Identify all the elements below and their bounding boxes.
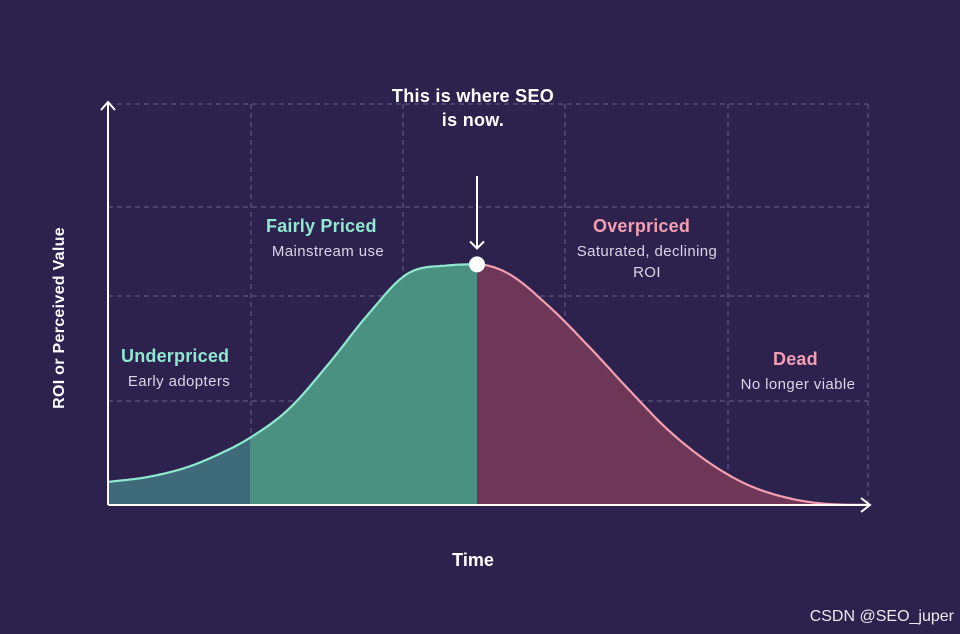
axes bbox=[100, 100, 872, 513]
x-axis-arrow bbox=[860, 497, 872, 513]
down-arrow-head bbox=[469, 240, 485, 250]
phase-area bbox=[728, 474, 868, 505]
rising-curve bbox=[107, 263, 477, 483]
phase-area bbox=[108, 437, 250, 505]
seo-callout: This is where SEO is now. bbox=[372, 84, 574, 132]
underpriced-title: Underpriced bbox=[121, 346, 230, 366]
peak-marker bbox=[469, 176, 485, 273]
peak-dot bbox=[469, 256, 485, 273]
phase-areas bbox=[108, 264, 868, 505]
phase-area bbox=[477, 264, 728, 505]
dead-title: Dead bbox=[773, 349, 818, 369]
underpriced-subtitle: Early adopters bbox=[127, 373, 231, 390]
watermark: CSDN @SEO_juper bbox=[809, 608, 954, 625]
falling-curve bbox=[477, 263, 868, 507]
curve-lines bbox=[107, 263, 868, 507]
overpriced-subtitle: Saturated, declining ROI bbox=[562, 241, 732, 283]
fairly-priced-title: Fairly Priced bbox=[266, 216, 377, 236]
overpriced-subtitle-line-1: Saturated, declining bbox=[576, 243, 718, 260]
fairly-priced-subtitle: Mainstream use bbox=[271, 243, 385, 260]
dead-subtitle: No longer viable bbox=[740, 376, 856, 393]
callout-line-1: This is where SEO bbox=[391, 86, 555, 106]
x-axis-label: Time bbox=[452, 550, 494, 570]
y-axis-label: ROI or Perceived Value bbox=[51, 227, 68, 409]
overpriced-subtitle-line-2: ROI bbox=[633, 264, 661, 281]
overpriced-title: Overpriced bbox=[593, 216, 691, 236]
phase-area bbox=[250, 264, 477, 505]
y-axis-arrow bbox=[100, 100, 116, 111]
callout-line-2: is now. bbox=[441, 110, 505, 130]
